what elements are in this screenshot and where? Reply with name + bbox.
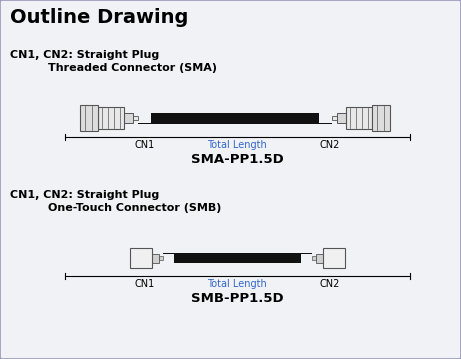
- Bar: [130, 248, 152, 268]
- Bar: [312, 256, 316, 260]
- Bar: [162, 253, 174, 262]
- Bar: [137, 113, 151, 123]
- Bar: [163, 253, 312, 263]
- Text: CN1, CN2: Straight Plug: CN1, CN2: Straight Plug: [10, 190, 159, 200]
- Bar: [346, 107, 372, 129]
- Text: CN1, CN2: Straight Plug: CN1, CN2: Straight Plug: [10, 50, 159, 60]
- Bar: [316, 253, 323, 262]
- Text: One-Touch Connector (SMB): One-Touch Connector (SMB): [48, 203, 221, 213]
- Bar: [124, 113, 133, 123]
- Bar: [133, 116, 138, 120]
- Bar: [372, 105, 390, 131]
- Bar: [332, 116, 337, 120]
- Text: Total Length: Total Length: [207, 279, 267, 289]
- Text: CN2: CN2: [320, 140, 340, 150]
- Bar: [98, 107, 124, 129]
- Bar: [319, 113, 333, 123]
- Bar: [323, 248, 345, 268]
- Text: Total Length: Total Length: [207, 140, 267, 150]
- Text: CN1: CN1: [135, 279, 155, 289]
- Text: CN2: CN2: [320, 279, 340, 289]
- Text: SMA-PP1.5D: SMA-PP1.5D: [191, 153, 284, 166]
- Text: Outline Drawing: Outline Drawing: [10, 8, 189, 27]
- Bar: [301, 253, 313, 262]
- Text: CN1: CN1: [135, 140, 155, 150]
- Bar: [138, 112, 332, 123]
- Text: SMB-PP1.5D: SMB-PP1.5D: [191, 292, 284, 305]
- Text: Threaded Connector (SMA): Threaded Connector (SMA): [48, 63, 217, 73]
- Bar: [159, 256, 163, 260]
- Bar: [337, 113, 346, 123]
- Bar: [152, 253, 159, 262]
- Bar: [80, 105, 98, 131]
